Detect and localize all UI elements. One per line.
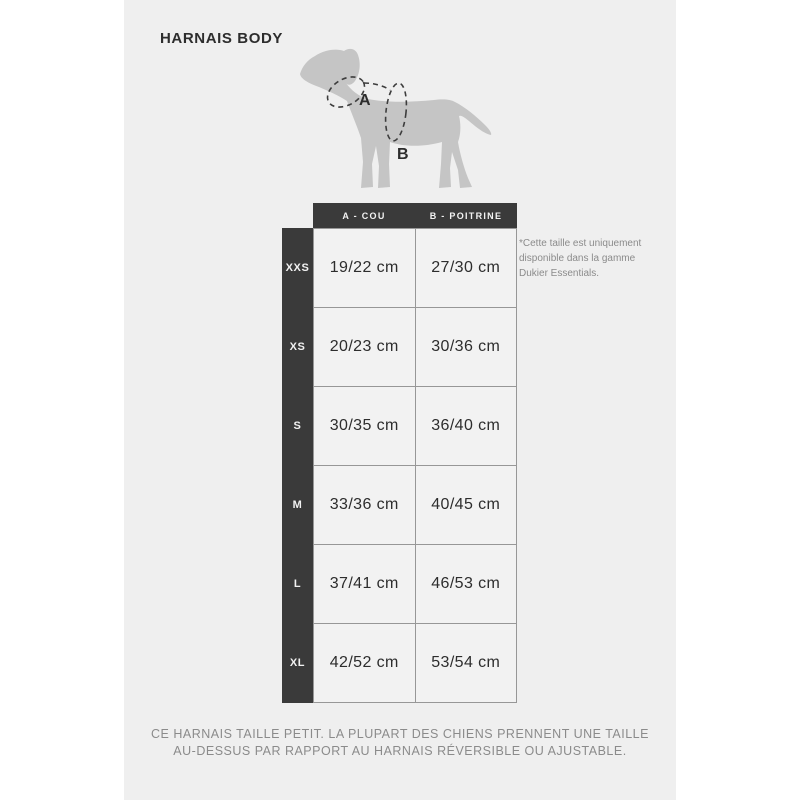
measure-label-a: A (359, 92, 371, 109)
size-label-xxs: XXS (285, 261, 310, 274)
harness-back-strap (363, 82, 391, 91)
cell-xxs-cou: 19/22 cm (314, 229, 416, 308)
content-panel: HARNAIS BODY A B A - COU B - POITRINE XX… (124, 0, 676, 800)
dog-silhouette-icon (300, 48, 492, 189)
cell-m-poitrine: 40/45 cm (415, 466, 517, 545)
note-line: disponible dans la gamme (519, 253, 636, 264)
dog-measurement-diagram: A B (292, 46, 502, 196)
column-header-poitrine: B - POITRINE (429, 210, 503, 221)
size-table: 19/22 cm 27/30 cm 20/23 cm 30/36 cm 30/3… (313, 228, 517, 703)
measure-label-b: B (397, 146, 409, 163)
sizing-advice: CE HARNAIS TAILLE PETIT. LA PLUPART DES … (124, 726, 676, 760)
column-header-cou: A - COU (342, 210, 386, 221)
cell-xs-cou: 20/23 cm (314, 308, 416, 387)
page-title: HARNAIS BODY (160, 30, 284, 47)
cell-xl-poitrine: 53/54 cm (415, 624, 517, 703)
size-label-m: M (292, 499, 303, 512)
note-line: *Cette taille est uniquement (519, 238, 642, 249)
cell-xxs-poitrine: 27/30 cm (415, 229, 517, 308)
note-line: Dukier Essentials. (519, 268, 600, 279)
size-label-s: S (293, 419, 302, 432)
cell-s-cou: 30/35 cm (314, 387, 416, 466)
availability-note: *Cette taille est uniquement disponible … (519, 236, 684, 281)
cell-xs-poitrine: 30/36 cm (415, 308, 517, 387)
cell-m-cou: 33/36 cm (314, 466, 416, 545)
cell-xl-cou: 42/52 cm (314, 624, 416, 703)
size-label-l: L (293, 578, 302, 591)
size-label-xs: XS (289, 340, 306, 353)
size-column: XXS XS S M L XL (282, 228, 313, 703)
sizing-advice-line: CE HARNAIS TAILLE PETIT. LA PLUPART DES … (151, 727, 649, 741)
size-label-xl: XL (289, 657, 306, 670)
cell-s-poitrine: 36/40 cm (415, 387, 517, 466)
sizing-advice-line: AU-DESSUS PAR RAPPORT AU HARNAIS RÉVERSI… (173, 744, 627, 758)
cell-l-poitrine: 46/53 cm (415, 545, 517, 624)
chest-measure-loop (384, 82, 408, 142)
table-header: A - COU B - POITRINE (313, 203, 517, 228)
cell-l-cou: 37/41 cm (314, 545, 416, 624)
